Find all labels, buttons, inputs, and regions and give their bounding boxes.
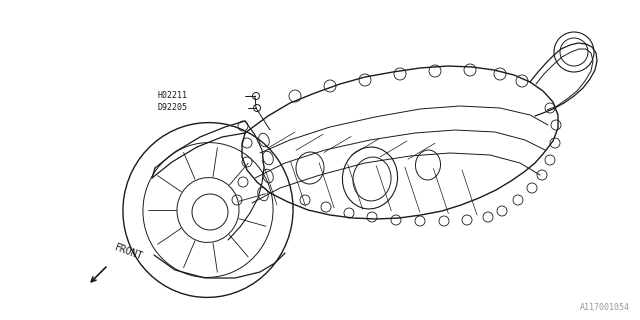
Text: A117001054: A117001054 [580,303,630,312]
Text: FRONT: FRONT [113,243,144,262]
Text: D92205: D92205 [158,103,188,113]
Text: H02211: H02211 [158,92,188,100]
